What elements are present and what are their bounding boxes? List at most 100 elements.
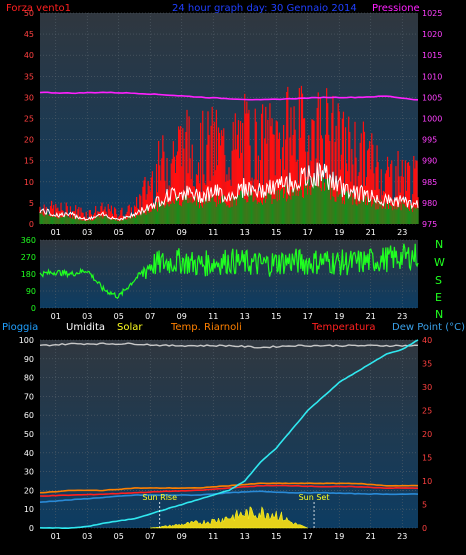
wind-axis-tick: 50 [24,9,34,18]
temp-axis-tick: 35 [422,360,432,369]
temp-axis-tick: 15 [422,454,432,463]
hour-tick-label: 19 [334,312,344,321]
direction-axis-tick: 0 [31,304,36,313]
temp-axis-tick: 10 [422,477,432,486]
pressure-axis-tick: 1005 [422,93,442,102]
hour-tick-label: 23 [397,312,407,321]
hour-tick-label: 07 [145,228,155,237]
dewpoint-label: Dew Point (°C) [392,322,465,333]
wind-axis-tick: 30 [24,93,34,102]
hour-tick-label: 01 [51,312,61,321]
pioggia-line [39,339,419,530]
humidity-axis-tick: 30 [24,468,34,477]
wind-axis-tick: 15 [24,157,34,166]
temperature-label: Temperatura [311,322,376,333]
solar-label: Solar [117,322,143,333]
hour-tick-label: 19 [334,228,344,237]
hour-tick-label: 23 [397,532,407,541]
compass-n-top: N [435,238,443,251]
humidity-axis-tick: 0 [29,524,34,533]
pressure-axis-tick: 1020 [422,30,442,39]
hour-tick-label: 01 [51,532,61,541]
wind-direction-line [39,243,419,300]
temp-axis-tick: 40 [422,336,432,345]
humidity-axis-tick: 10 [24,505,34,514]
compass-e: E [435,291,442,304]
temp-riarnoli-line [39,482,419,494]
direction-axis-tick: 360 [21,236,36,245]
direction-marks [39,243,419,300]
hour-tick-label: 11 [208,532,218,541]
pressure-line [39,91,419,101]
humidity-axis-tick: 80 [24,374,34,383]
humidity-axis-tick: 40 [24,449,34,458]
hour-tick-label: 09 [177,228,187,237]
rain-label: Pioggia [2,322,38,333]
solar-area [150,505,308,529]
humidity-label: Umidita [66,322,105,333]
direction-axis-tick: 270 [21,253,36,262]
humidity-axis-tick: 20 [24,486,34,495]
pressure-axis-tick: 1000 [422,115,442,124]
hour-tick-label: 17 [303,228,313,237]
wind-axis-tick: 25 [24,115,34,124]
temp-axis-tick: 25 [422,407,432,416]
hour-tick-label: 19 [334,532,344,541]
compass-n-bottom: N [435,308,443,321]
hour-tick-label: 03 [82,312,92,321]
pressure-axis-tick: 975 [422,220,437,229]
umidita-line [39,342,419,349]
sun-rise-label: Sun Rise [142,493,177,502]
pressure-axis-tick: 985 [422,178,437,187]
hour-tick-label: 07 [145,532,155,541]
hour-tick-label: 03 [82,532,92,541]
wind-axis-tick: 20 [24,136,34,145]
hour-tick-label: 13 [240,532,250,541]
hour-tick-label: 09 [177,312,187,321]
direction-grid [40,239,418,309]
hour-tick-label: 21 [366,228,376,237]
sun-set-label: Sun Set [299,493,330,502]
humidity-axis-tick: 50 [24,430,34,439]
humidity-axis-tick: 100 [19,336,34,345]
sun-markers: Sun Rise Sun Set [142,493,330,528]
pressure-axis-tick: 980 [422,199,437,208]
hour-tick-label: 05 [114,312,124,321]
hour-tick-label: 15 [271,312,281,321]
dew-point-c-line [39,490,419,503]
humidity-axis-tick: 60 [24,411,34,420]
hour-tick-label: 01 [51,228,61,237]
temperatura-line [39,484,419,497]
wind-axis-tick: 5 [29,199,34,208]
temp-axis-tick: 0 [422,524,427,533]
hour-tick-label: 23 [397,228,407,237]
hour-tick-label: 21 [366,312,376,321]
hour-tick-label: 11 [208,228,218,237]
hour-tick-label: 21 [366,532,376,541]
wind-axis-tick: 0 [29,220,34,229]
hour-tick-label: 05 [114,228,124,237]
humidity-axis-tick: 90 [24,355,34,364]
hour-tick-label: 11 [208,312,218,321]
axis-labels: 0510152025303540455097598098599099510001… [19,9,443,541]
pressure-axis-tick: 1025 [422,9,442,18]
compass-w: W [434,256,445,269]
hour-tick-label: 13 [240,312,250,321]
wind-title: Forza vento1 [6,3,71,14]
wind-axis-tick: 10 [24,178,34,187]
compass-s: S [435,274,442,287]
hour-tick-label: 09 [177,532,187,541]
temp-rain-marks [39,339,419,530]
hour-tick-label: 07 [145,312,155,321]
wind-pressure-marks [39,85,419,224]
wind-axis-tick: 35 [24,72,34,81]
temp-riarnoli-label: Temp. Riarnoli [170,322,242,333]
pressure-axis-tick: 1010 [422,72,442,81]
direction-axis-tick: 90 [26,287,36,296]
pressure-axis-tick: 1015 [422,51,442,60]
temp-axis-tick: 30 [422,383,432,392]
date-title: 24 hour graph day: 30 Gennaio 2014 [172,3,357,14]
wind-axis-tick: 40 [24,51,34,60]
